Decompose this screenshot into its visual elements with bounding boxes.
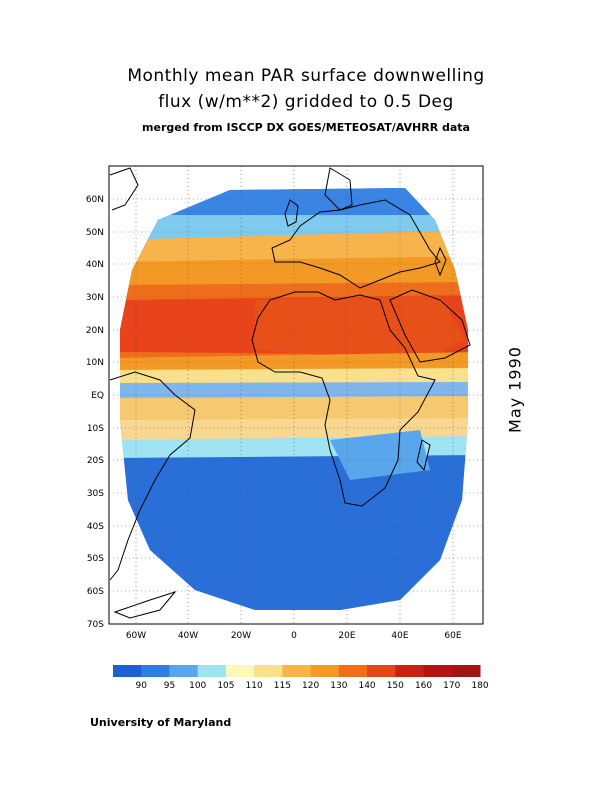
colorbar-label: 100 (189, 681, 206, 691)
lat-label-30s: 30S (87, 489, 104, 499)
colorbar-label: 120 (302, 681, 319, 691)
colorbar-swatch (451, 665, 481, 677)
latitude-labels: 60N 50N 40N 30N 20N 10N EQ 10S 20S 30S 4… (86, 195, 104, 630)
lat-label-20s: 20S (87, 456, 104, 466)
south-america-coastline (109, 371, 196, 581)
colorbar-swatch (282, 665, 312, 677)
colorbar-label: 140 (358, 681, 375, 691)
colorbar-swatch (197, 665, 227, 677)
colorbar-label: 95 (164, 681, 175, 691)
date-label: May 1990 (505, 346, 525, 433)
colorbar-label: 180 (471, 681, 488, 691)
britain-coastline (284, 199, 299, 227)
lon-label-40w: 40W (178, 631, 198, 641)
longitude-labels: 60W 40W 20W 0 20E 40E 60E (126, 631, 462, 641)
lon-label-20w: 20W (231, 631, 251, 641)
arabia-coastline (389, 289, 471, 363)
lon-label-60e: 60E (444, 631, 461, 641)
colorbar-swatch (338, 665, 368, 677)
lat-label-70s: 70S (87, 620, 104, 630)
lat-label-eq: EQ (91, 391, 104, 401)
lat-label-60s: 60S (87, 587, 104, 597)
madagascar-coastline (416, 439, 431, 472)
map-frame (108, 165, 484, 625)
colorbar-swatch (113, 665, 142, 677)
colorbar-swatch (225, 665, 255, 677)
colorbar-label: 170 (443, 681, 460, 691)
colorbar-swatch (310, 665, 340, 677)
greenland-coastline (109, 167, 139, 211)
lat-label-10s: 10S (87, 424, 104, 434)
colorbar-label: 160 (415, 681, 432, 691)
colorbar-swatch (169, 665, 199, 677)
africa-coastline (251, 291, 436, 507)
colorbar-label: 90 (136, 681, 148, 691)
colorbar-label: 110 (246, 681, 263, 691)
lon-label-60w: 60W (126, 631, 146, 641)
lat-label-20n: 20N (86, 326, 104, 336)
lon-label-0: 0 (291, 631, 297, 641)
colorbar-swatch (423, 665, 453, 677)
colorbar: 90 95 100 105 110 115 120 130 140 150 160 170 180 (113, 665, 489, 691)
title-line-2: flux (w/m**2) gridded to 0.5 Deg (158, 92, 454, 112)
colorbar-label: 150 (387, 681, 404, 691)
lat-label-30n: 30N (86, 293, 104, 303)
lon-label-20e: 20E (338, 631, 355, 641)
colorbar-label: 115 (274, 681, 291, 691)
colorbar-swatch (395, 665, 425, 677)
lon-label-40e: 40E (391, 631, 408, 641)
grid-lines (109, 166, 483, 624)
lat-label-40s: 40S (87, 522, 104, 532)
europe-coastline (271, 199, 441, 289)
lat-label-60n: 60N (86, 195, 104, 205)
caspian-coastline (434, 246, 447, 277)
title-line-1: Monthly mean PAR surface downwelling (127, 66, 485, 86)
flux-field (120, 188, 468, 610)
scandinavia-coastline (324, 167, 353, 211)
lat-label-40n: 40N (86, 260, 104, 270)
lat-label-50s: 50S (87, 554, 104, 564)
colorbar-swatch (367, 665, 396, 677)
coastlines (109, 167, 471, 619)
colorbar-label: 130 (330, 681, 347, 691)
antarctica-coastline (113, 591, 177, 619)
colorbar-swatch (254, 665, 283, 677)
colorbar-swatch (141, 665, 170, 677)
colorbar-label: 105 (217, 681, 234, 691)
title-line-3: merged from ISCCP DX GOES/METEOSAT/AVHRR… (142, 121, 470, 134)
credit-text: University of Maryland (90, 716, 232, 729)
lat-label-50n: 50N (86, 228, 104, 238)
lat-label-10n: 10N (86, 358, 104, 368)
